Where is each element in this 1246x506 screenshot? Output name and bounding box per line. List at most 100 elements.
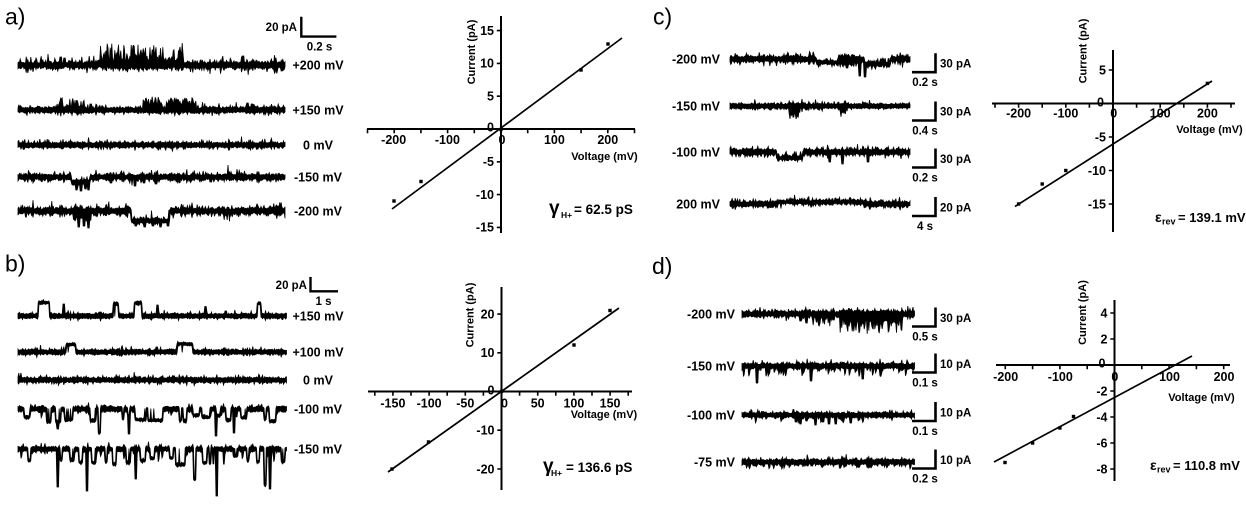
svg-text:0.1 s: 0.1 s bbox=[912, 426, 938, 438]
svg-text:-100: -100 bbox=[417, 397, 442, 411]
svg-text:10 pA: 10 pA bbox=[940, 408, 971, 420]
svg-text:1 s: 1 s bbox=[316, 296, 332, 308]
svg-text:-100 mV: -100 mV bbox=[294, 402, 343, 416]
svg-text:-200 mV: -200 mV bbox=[672, 52, 721, 66]
svg-text:30 pA: 30 pA bbox=[940, 154, 971, 166]
svg-text:20 pA: 20 pA bbox=[940, 203, 971, 215]
svg-text:-100: -100 bbox=[435, 133, 460, 147]
svg-text:ε: ε bbox=[1150, 457, 1157, 473]
svg-text:-150 mV: -150 mV bbox=[687, 359, 736, 373]
svg-text:b): b) bbox=[5, 251, 25, 277]
svg-text:γ: γ bbox=[543, 456, 554, 477]
svg-text:0.2 s: 0.2 s bbox=[912, 77, 938, 89]
svg-text:30 pA: 30 pA bbox=[940, 313, 971, 325]
svg-text:0: 0 bbox=[488, 384, 495, 398]
svg-text:H+: H+ bbox=[561, 210, 572, 220]
svg-text:4 s: 4 s bbox=[917, 221, 933, 233]
svg-text:-15: -15 bbox=[1088, 197, 1106, 211]
svg-text:Current (pA): Current (pA) bbox=[466, 19, 478, 84]
svg-text:0.2 s: 0.2 s bbox=[912, 173, 938, 185]
svg-text:rev: rev bbox=[1162, 217, 1176, 227]
svg-text:10: 10 bbox=[480, 57, 494, 71]
svg-text:50: 50 bbox=[531, 397, 545, 411]
svg-text:-100 mV: -100 mV bbox=[672, 145, 721, 159]
svg-text:rev: rev bbox=[1157, 465, 1171, 475]
svg-text:-150 mV: -150 mV bbox=[294, 442, 343, 456]
svg-text:a): a) bbox=[5, 4, 25, 30]
svg-text:10: 10 bbox=[481, 346, 495, 360]
svg-text:= 139.1 mV: = 139.1 mV bbox=[1178, 210, 1246, 225]
svg-text:20 pA: 20 pA bbox=[276, 280, 307, 292]
svg-text:-10: -10 bbox=[476, 188, 494, 202]
svg-text:-100: -100 bbox=[1048, 370, 1073, 384]
svg-text:10 pA: 10 pA bbox=[940, 455, 971, 467]
svg-text:= 136.6 pS: = 136.6 pS bbox=[566, 460, 632, 475]
svg-text:-200: -200 bbox=[381, 133, 406, 147]
svg-text:4: 4 bbox=[1101, 306, 1108, 320]
svg-text:-10: -10 bbox=[1088, 164, 1106, 178]
svg-text:200: 200 bbox=[1197, 107, 1218, 121]
svg-text:-6: -6 bbox=[1096, 436, 1107, 450]
svg-text:0.2 s: 0.2 s bbox=[912, 474, 938, 486]
svg-text:0.4 s: 0.4 s bbox=[912, 126, 938, 138]
svg-text:0.1 s: 0.1 s bbox=[912, 378, 938, 390]
svg-text:-200 mV: -200 mV bbox=[294, 204, 343, 218]
svg-text:0: 0 bbox=[1097, 96, 1104, 110]
svg-text:Voltage (mV): Voltage (mV) bbox=[1176, 124, 1243, 136]
svg-text:= 62.5 pS: = 62.5 pS bbox=[574, 202, 633, 217]
svg-text:Voltage (mV): Voltage (mV) bbox=[571, 409, 638, 421]
svg-text:+100 mV: +100 mV bbox=[292, 345, 344, 359]
svg-text:0: 0 bbox=[487, 121, 494, 135]
svg-text:0.2 s: 0.2 s bbox=[307, 42, 333, 54]
svg-text:0: 0 bbox=[1110, 107, 1117, 121]
svg-text:30 pA: 30 pA bbox=[940, 107, 971, 119]
svg-text:200 mV: 200 mV bbox=[676, 197, 720, 211]
svg-text:-5: -5 bbox=[1095, 130, 1106, 144]
svg-text:-10: -10 bbox=[476, 424, 494, 438]
svg-text:-8: -8 bbox=[1096, 462, 1107, 476]
svg-text:-150 mV: -150 mV bbox=[294, 170, 343, 184]
svg-text:0: 0 bbox=[501, 397, 508, 411]
svg-text:-5: -5 bbox=[483, 155, 494, 169]
svg-text:100: 100 bbox=[1159, 370, 1180, 384]
svg-text:0: 0 bbox=[1099, 357, 1106, 371]
svg-text:5: 5 bbox=[1099, 63, 1106, 77]
svg-text:-200: -200 bbox=[1006, 107, 1031, 121]
svg-text:-150 mV: -150 mV bbox=[672, 99, 721, 113]
svg-text:-200: -200 bbox=[993, 370, 1018, 384]
svg-text:200: 200 bbox=[1214, 370, 1235, 384]
svg-text:-100: -100 bbox=[1053, 107, 1078, 121]
svg-text:ε: ε bbox=[1155, 209, 1162, 225]
svg-text:-50: -50 bbox=[456, 397, 474, 411]
svg-text:200: 200 bbox=[597, 133, 618, 147]
svg-text:0 mV: 0 mV bbox=[303, 138, 334, 152]
svg-text:γ: γ bbox=[549, 198, 560, 219]
svg-text:0: 0 bbox=[1111, 370, 1118, 384]
svg-text:10 pA: 10 pA bbox=[940, 359, 971, 371]
svg-text:Current (pA): Current (pA) bbox=[1077, 280, 1089, 345]
svg-text:+200 mV: +200 mV bbox=[292, 58, 344, 72]
svg-text:20: 20 bbox=[481, 307, 495, 321]
svg-text:-4: -4 bbox=[1096, 410, 1107, 424]
svg-text:2: 2 bbox=[1101, 332, 1108, 346]
svg-text:0 mV: 0 mV bbox=[303, 373, 334, 387]
svg-text:0: 0 bbox=[499, 133, 506, 147]
svg-text:-20: -20 bbox=[476, 462, 494, 476]
svg-text:100: 100 bbox=[544, 133, 565, 147]
svg-text:+150 mV: +150 mV bbox=[292, 309, 344, 323]
svg-text:-2: -2 bbox=[1096, 384, 1107, 398]
svg-text:-150: -150 bbox=[380, 397, 405, 411]
svg-text:100: 100 bbox=[563, 397, 584, 411]
svg-text:= 110.8 mV: = 110.8 mV bbox=[1173, 458, 1240, 473]
svg-text:-15: -15 bbox=[476, 221, 494, 235]
svg-text:Voltage (mV): Voltage (mV) bbox=[571, 151, 638, 163]
svg-text:-200 mV: -200 mV bbox=[687, 307, 736, 321]
svg-text:15: 15 bbox=[480, 24, 494, 38]
svg-text:20 pA: 20 pA bbox=[266, 22, 297, 34]
svg-text:H+: H+ bbox=[551, 468, 562, 478]
svg-text:-100 mV: -100 mV bbox=[687, 408, 736, 422]
svg-text:-75 mV: -75 mV bbox=[694, 455, 736, 469]
svg-text:Current (pA): Current (pA) bbox=[465, 282, 477, 347]
svg-text:Voltage (mV): Voltage (mV) bbox=[1168, 392, 1235, 404]
svg-text:5: 5 bbox=[487, 90, 494, 104]
